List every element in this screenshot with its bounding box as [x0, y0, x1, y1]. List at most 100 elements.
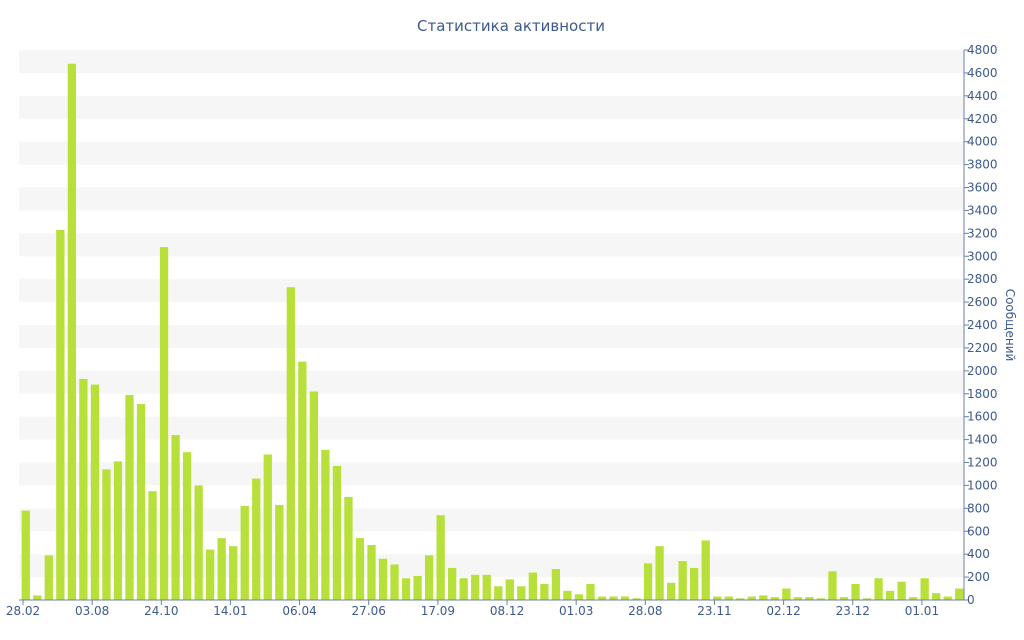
y-tick-label: 600 [967, 524, 990, 538]
bar [874, 578, 883, 600]
bar [298, 361, 307, 600]
y-tick-label: 4800 [967, 43, 998, 57]
bar [355, 538, 365, 600]
bar [424, 555, 434, 600]
bar [759, 595, 768, 600]
bar [413, 575, 422, 600]
bar [540, 583, 549, 600]
y-tick-label: 2000 [967, 364, 998, 378]
x-tick-label: 14.01 [213, 604, 247, 618]
bar [79, 378, 88, 600]
bar [793, 597, 803, 600]
y-tick-label: 200 [967, 570, 990, 584]
bar [309, 391, 319, 600]
y-tick-label: 3000 [967, 249, 998, 263]
bar [839, 597, 849, 600]
chart-title: Статистика активности [417, 17, 605, 35]
bar [125, 394, 134, 600]
x-tick-label: 06.04 [282, 604, 316, 618]
bar [482, 574, 491, 600]
bar [897, 581, 906, 600]
y-axis-ticks: 0 200 400 600 800 1000 1200 1400 1600 1800 2000 220… [964, 43, 998, 607]
bar [943, 596, 952, 600]
bar [44, 555, 53, 600]
bar [528, 572, 537, 600]
x-tick-label: 24.10 [144, 604, 178, 618]
grid-band [19, 325, 964, 348]
y-tick-label: 3800 [967, 158, 998, 172]
bar [713, 596, 722, 600]
grid-band [19, 141, 964, 165]
bar [690, 567, 699, 600]
bar [159, 247, 169, 601]
bar [782, 588, 791, 600]
grid-band [19, 370, 964, 394]
y-tick-label: 4200 [967, 112, 998, 126]
grid-band [19, 95, 964, 119]
bar [263, 454, 272, 600]
bar [344, 496, 353, 600]
grid-band [19, 416, 964, 440]
bar [805, 597, 814, 600]
bar [21, 510, 30, 600]
bar [471, 574, 480, 600]
bar [67, 63, 77, 600]
bar [194, 485, 203, 600]
x-tick-label: 23.12 [836, 604, 870, 618]
y-tick-label: 4000 [967, 135, 998, 149]
bar [701, 540, 710, 600]
bar [459, 578, 468, 600]
x-tick-label: 02.12 [766, 604, 800, 618]
bar [102, 469, 111, 600]
bar [955, 588, 964, 600]
bar [321, 449, 330, 600]
bar [113, 461, 123, 600]
bar [367, 545, 376, 600]
bars [21, 63, 964, 601]
bar [932, 593, 941, 600]
x-tick-label: 08.12 [490, 604, 524, 618]
bar [401, 578, 411, 600]
x-axis-ticks: 28.02 03.08 24.10 14.01 06.04 27.06 17.09 08.12… [6, 600, 939, 618]
bar [666, 582, 676, 600]
y-tick-label: 1400 [967, 433, 998, 447]
y-tick-label: 2200 [967, 341, 998, 355]
bar [275, 504, 284, 600]
bar [252, 478, 261, 600]
bar [448, 567, 457, 600]
x-tick-label: 27.06 [352, 604, 386, 618]
grid-band [19, 233, 964, 257]
x-tick-label: 03.08 [75, 604, 109, 618]
bar [586, 583, 595, 600]
bar [332, 465, 342, 600]
x-tick-label: 01.01 [905, 604, 939, 618]
y-tick-label: 3200 [967, 226, 998, 240]
y-tick-label: 4400 [967, 89, 998, 103]
y-tick-label: 3400 [967, 203, 998, 217]
bar [851, 583, 860, 600]
bar [597, 596, 607, 600]
bar [136, 404, 146, 600]
bar [563, 590, 572, 600]
x-tick-label: 28.08 [628, 604, 662, 618]
y-tick-label: 2800 [967, 272, 998, 286]
bar [747, 596, 756, 600]
bar [378, 558, 388, 600]
bar [206, 549, 215, 600]
y-tick-label: 2400 [967, 318, 998, 332]
y-axis-label: Сообщений [1003, 289, 1017, 362]
bar [436, 515, 445, 600]
y-tick-label: 1800 [967, 387, 998, 401]
bar [56, 229, 65, 601]
bar [632, 598, 641, 600]
bar [90, 384, 100, 600]
bar [885, 590, 895, 600]
y-tick-label: 2600 [967, 295, 998, 309]
bar [517, 586, 526, 600]
bar [920, 578, 929, 600]
bar [862, 598, 872, 600]
y-tick-label: 1000 [967, 478, 998, 492]
grid-band [19, 50, 964, 73]
grid-band [19, 279, 964, 303]
bar [655, 546, 664, 600]
